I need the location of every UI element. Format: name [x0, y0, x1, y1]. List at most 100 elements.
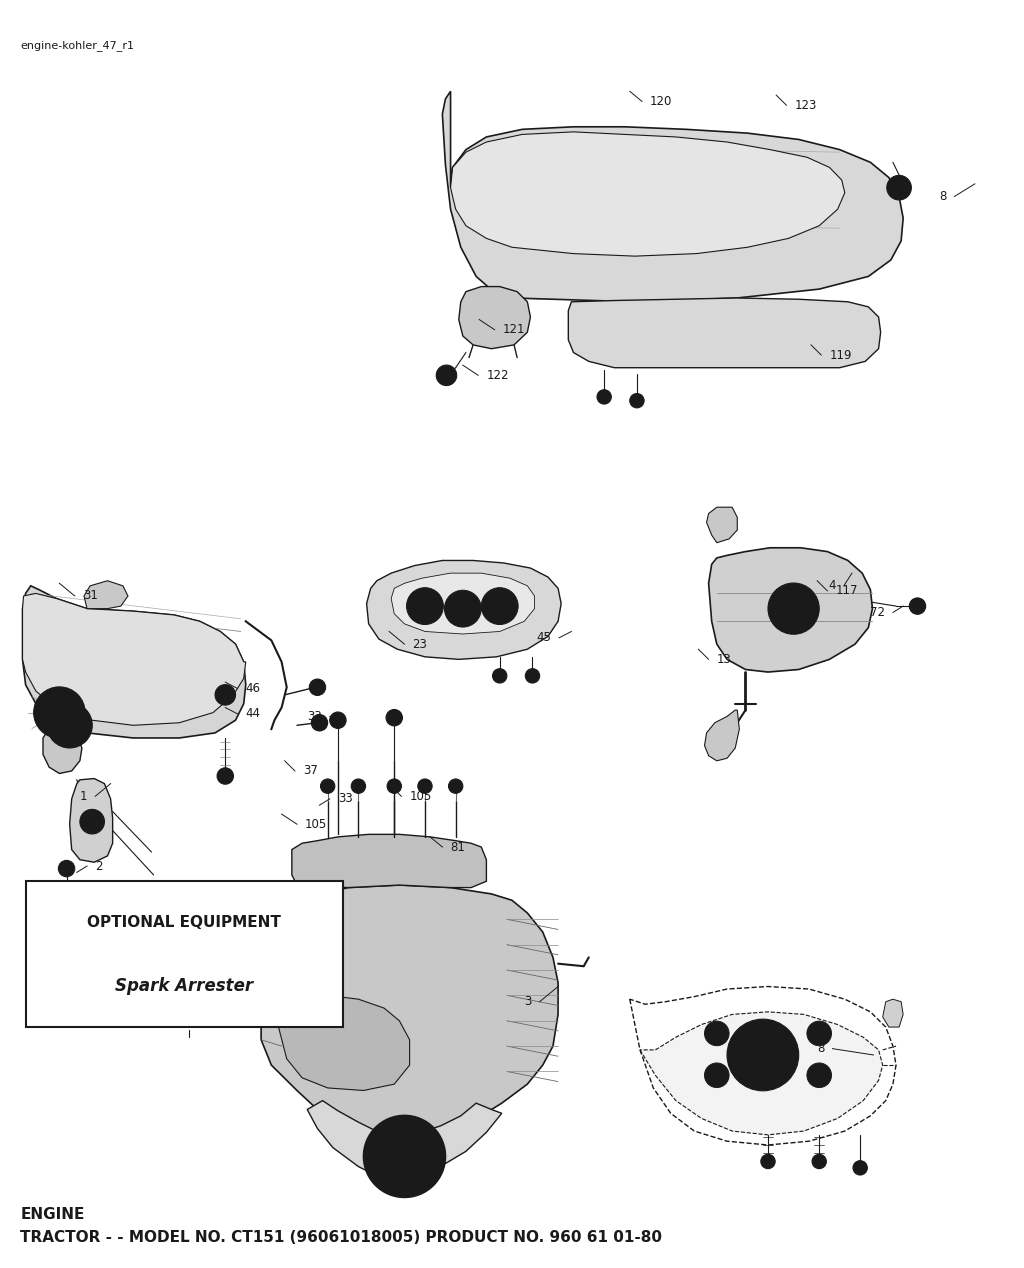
Circle shape	[436, 365, 457, 385]
Text: 105: 105	[305, 818, 328, 831]
Polygon shape	[70, 779, 113, 862]
Circle shape	[742, 1035, 783, 1075]
Text: 8: 8	[817, 1042, 824, 1055]
Text: 31: 31	[83, 590, 97, 602]
Polygon shape	[705, 710, 739, 761]
Text: 8: 8	[939, 190, 946, 203]
Circle shape	[853, 1160, 867, 1175]
Text: 32: 32	[62, 700, 77, 713]
Polygon shape	[236, 938, 261, 957]
Text: 23: 23	[413, 638, 427, 650]
Text: 29: 29	[197, 894, 211, 907]
Polygon shape	[84, 581, 128, 609]
Polygon shape	[23, 593, 246, 725]
Text: 117: 117	[836, 585, 858, 597]
Text: 13: 13	[717, 653, 731, 666]
Circle shape	[387, 779, 401, 794]
Text: 2: 2	[95, 860, 102, 872]
Polygon shape	[276, 913, 410, 1090]
Circle shape	[525, 668, 540, 683]
Circle shape	[418, 779, 432, 794]
Text: 123: 123	[795, 99, 817, 112]
Circle shape	[481, 587, 518, 625]
Circle shape	[351, 779, 366, 794]
Circle shape	[321, 779, 335, 794]
Circle shape	[712, 1070, 722, 1080]
Text: 120: 120	[650, 95, 673, 108]
Circle shape	[444, 590, 481, 628]
Circle shape	[814, 1028, 824, 1038]
Text: 1: 1	[80, 790, 87, 803]
Text: TRACTOR - - MODEL NO. CT151 (96061018005) PRODUCT NO. 960 61 01-80: TRACTOR - - MODEL NO. CT151 (96061018005…	[20, 1230, 663, 1245]
Circle shape	[449, 779, 463, 794]
Circle shape	[311, 715, 328, 730]
Circle shape	[330, 713, 346, 728]
Polygon shape	[367, 560, 561, 659]
Circle shape	[60, 883, 73, 895]
Text: engine-kohler_47_r1: engine-kohler_47_r1	[20, 39, 134, 51]
Text: 4: 4	[828, 579, 836, 592]
Text: 122: 122	[486, 369, 509, 382]
Polygon shape	[640, 1012, 883, 1135]
Text: 44: 44	[246, 708, 260, 720]
Circle shape	[597, 389, 611, 404]
Polygon shape	[292, 834, 486, 888]
Text: 105: 105	[410, 790, 432, 803]
Circle shape	[251, 918, 271, 938]
Circle shape	[58, 861, 75, 876]
Circle shape	[763, 1070, 773, 1080]
Polygon shape	[23, 586, 246, 738]
Polygon shape	[707, 507, 737, 543]
Polygon shape	[391, 573, 535, 634]
Circle shape	[705, 1021, 729, 1046]
Text: 38: 38	[248, 926, 262, 938]
Circle shape	[807, 1063, 831, 1088]
Circle shape	[374, 1126, 435, 1187]
Circle shape	[386, 710, 402, 725]
Polygon shape	[451, 132, 845, 256]
Polygon shape	[307, 1101, 502, 1179]
Polygon shape	[43, 720, 82, 773]
Circle shape	[221, 691, 229, 699]
Text: Spark Arrester: Spark Arrester	[116, 978, 253, 995]
Circle shape	[87, 817, 97, 827]
Circle shape	[407, 587, 443, 625]
Circle shape	[705, 1063, 729, 1088]
Circle shape	[492, 598, 508, 614]
Circle shape	[364, 1116, 445, 1197]
Circle shape	[761, 1154, 775, 1169]
Circle shape	[727, 1019, 799, 1090]
Text: Guard Assembly 21: Guard Assembly 21	[564, 180, 640, 195]
Circle shape	[909, 598, 926, 614]
Circle shape	[756, 1021, 780, 1046]
Text: 3: 3	[524, 995, 531, 1008]
Circle shape	[763, 1028, 773, 1038]
Circle shape	[768, 583, 819, 634]
Circle shape	[887, 175, 911, 200]
Text: 46: 46	[246, 682, 260, 695]
Text: 33: 33	[338, 792, 352, 805]
Circle shape	[215, 685, 236, 705]
Polygon shape	[709, 548, 872, 672]
Text: 121: 121	[503, 323, 525, 336]
Text: 45: 45	[537, 631, 551, 644]
Text: 33: 33	[307, 710, 322, 723]
Bar	[26, 881, 343, 1027]
Circle shape	[309, 680, 326, 695]
Circle shape	[814, 1070, 824, 1080]
Text: OPTIONAL EQUIPMENT: OPTIONAL EQUIPMENT	[87, 914, 282, 929]
Circle shape	[630, 393, 644, 408]
Polygon shape	[261, 885, 558, 1148]
Text: 14: 14	[220, 926, 234, 938]
Circle shape	[455, 601, 471, 616]
Polygon shape	[568, 298, 881, 368]
Circle shape	[712, 1028, 722, 1038]
Circle shape	[80, 809, 104, 834]
Circle shape	[493, 668, 507, 683]
Circle shape	[47, 702, 92, 748]
Circle shape	[34, 687, 85, 738]
Circle shape	[812, 1154, 826, 1169]
Polygon shape	[442, 91, 903, 302]
Circle shape	[217, 768, 233, 784]
Text: 72: 72	[870, 606, 885, 619]
